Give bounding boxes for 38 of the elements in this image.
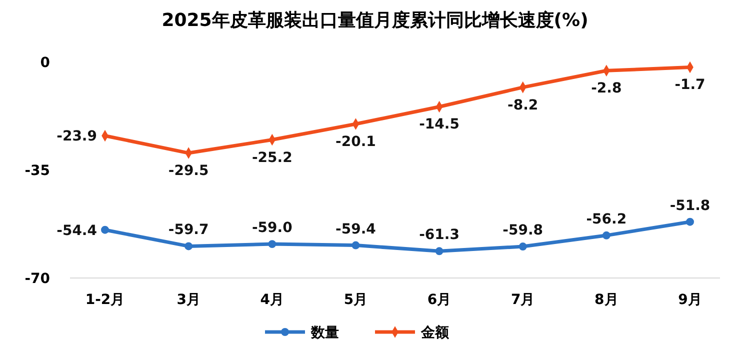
data-label: -59.4	[336, 221, 376, 238]
data-label: -20.1	[336, 134, 376, 150]
x-tick-label: 4月	[260, 292, 284, 308]
point	[101, 226, 109, 234]
point	[268, 240, 276, 248]
point	[352, 241, 360, 250]
point	[602, 231, 610, 240]
data-label: -1.7	[674, 77, 706, 94]
data-label: -59.7	[168, 222, 209, 238]
x-tick-label: 1-2月	[85, 292, 125, 308]
data-label: -54.4	[56, 222, 98, 239]
x-tick-label: 5月	[344, 292, 368, 308]
data-label: -23.9	[56, 128, 97, 145]
x-tick-label: 6月	[427, 292, 452, 308]
legend-label: 数量	[310, 325, 339, 341]
data-label: -29.5	[168, 163, 209, 180]
point	[518, 242, 527, 251]
legend-label: 金额	[420, 324, 450, 341]
data-label: -25.2	[252, 150, 292, 166]
x-tick-label: 7月	[510, 292, 535, 308]
point	[184, 242, 193, 250]
data-label: -59.0	[252, 220, 293, 236]
y-tick-label: 0	[40, 55, 50, 71]
data-label: -59.8	[502, 222, 544, 239]
point	[435, 247, 444, 256]
y-tick-label: -70	[24, 271, 50, 287]
x-tick-label: 3月	[176, 292, 200, 308]
data-label: -61.3	[419, 227, 460, 244]
data-label: -56.2	[586, 211, 627, 228]
data-label: -14.5	[419, 116, 460, 133]
data-label: -2.8	[591, 80, 622, 97]
point	[686, 218, 694, 226]
x-tick-label: 9月	[678, 292, 702, 308]
data-label: -51.8	[670, 198, 710, 214]
y-tick-label: -35	[24, 163, 50, 179]
data-label: -8.2	[508, 97, 538, 114]
chart-title: 2025年皮革服装出口量值月度累计同比增长速度(%)	[162, 10, 588, 31]
x-tick-label: 8月	[594, 292, 618, 308]
